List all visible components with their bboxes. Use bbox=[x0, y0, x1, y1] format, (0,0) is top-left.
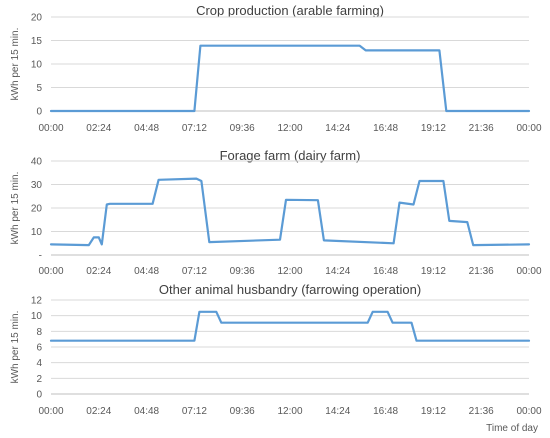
x-tick-label: 00:00 bbox=[516, 406, 541, 417]
series-line bbox=[49, 44, 531, 113]
x-tick-label: 04:48 bbox=[134, 123, 159, 134]
chart-other-animal-husbandry: Other animal husbandry (farrowing operat… bbox=[10, 282, 542, 417]
y-axis-label: kWh per 15 min. bbox=[10, 311, 21, 384]
chart-title: Other animal husbandry (farrowing operat… bbox=[159, 282, 421, 297]
x-tick-label: 09:36 bbox=[230, 266, 255, 277]
series-line bbox=[49, 310, 531, 342]
x-tick-label: 16:48 bbox=[373, 123, 398, 134]
y-axis-label: kWh per 15 min. bbox=[10, 172, 21, 245]
y-tick-label: 5 bbox=[36, 83, 42, 94]
x-tick-label: 12:00 bbox=[277, 406, 302, 417]
x-tick-label: 19:12 bbox=[421, 266, 446, 277]
chart-title: Crop production (arable farming) bbox=[196, 3, 384, 18]
y-tick-label: 40 bbox=[31, 157, 43, 168]
chart-title: Forage farm (dairy farm) bbox=[220, 148, 361, 163]
y-tick-label: 4 bbox=[36, 358, 42, 369]
y-tick-label: 6 bbox=[36, 343, 42, 354]
x-tick-label: 07:12 bbox=[182, 406, 207, 417]
x-tick-label: 14:24 bbox=[325, 266, 350, 277]
x-tick-label: 21:36 bbox=[469, 266, 494, 277]
x-tick-label: 00:00 bbox=[38, 406, 63, 417]
x-tick-label: 12:00 bbox=[277, 123, 302, 134]
series-line bbox=[49, 177, 531, 247]
y-tick-label: 12 bbox=[31, 296, 43, 307]
y-tick-label: 20 bbox=[31, 204, 43, 215]
x-axis-label: Time of day bbox=[486, 423, 538, 434]
y-tick-label: 10 bbox=[31, 311, 43, 322]
x-tick-label: 02:24 bbox=[86, 406, 111, 417]
x-tick-label: 16:48 bbox=[373, 266, 398, 277]
x-tick-label: 07:12 bbox=[182, 123, 207, 134]
y-axis-label: kWh per 15 min. bbox=[10, 28, 21, 101]
x-tick-label: 14:24 bbox=[325, 406, 350, 417]
y-tick-label: 8 bbox=[36, 327, 42, 338]
chart-crop-production: Crop production (arable farming) 0 5 10 15 20… bbox=[10, 3, 542, 134]
x-tick-label: 14:24 bbox=[325, 123, 350, 134]
y-tick-label: 20 bbox=[31, 13, 43, 24]
x-tick-label: 21:36 bbox=[469, 406, 494, 417]
x-tick-label: 00:00 bbox=[38, 123, 63, 134]
x-tick-label: 12:00 bbox=[277, 266, 302, 277]
x-tick-label: 02:24 bbox=[86, 266, 111, 277]
x-tick-label: 19:12 bbox=[421, 406, 446, 417]
x-tick-label: 04:48 bbox=[134, 266, 159, 277]
x-tick-label: 00:00 bbox=[516, 123, 541, 134]
x-tick-label: 09:36 bbox=[230, 123, 255, 134]
y-tick-label: 30 bbox=[31, 180, 43, 191]
y-tick-label: - bbox=[39, 251, 42, 262]
x-tick-label: 00:00 bbox=[38, 266, 63, 277]
y-tick-label: 0 bbox=[36, 390, 42, 401]
y-tick-label: 0 bbox=[36, 107, 42, 118]
x-tick-label: 07:12 bbox=[182, 266, 207, 277]
chart-forage-farm: Forage farm (dairy farm) - 10 20 30 40 00:00 02… bbox=[10, 148, 542, 277]
x-tick-label: 19:12 bbox=[421, 123, 446, 134]
y-tick-label: 2 bbox=[36, 374, 42, 385]
x-tick-label: 09:36 bbox=[230, 406, 255, 417]
x-tick-label: 16:48 bbox=[373, 406, 398, 417]
y-tick-label: 10 bbox=[31, 60, 43, 71]
y-tick-label: 10 bbox=[31, 227, 43, 238]
x-tick-label: 00:00 bbox=[516, 266, 541, 277]
x-tick-label: 04:48 bbox=[134, 406, 159, 417]
x-tick-label: 21:36 bbox=[469, 123, 494, 134]
y-tick-label: 15 bbox=[31, 36, 43, 47]
x-tick-label: 02:24 bbox=[86, 123, 111, 134]
